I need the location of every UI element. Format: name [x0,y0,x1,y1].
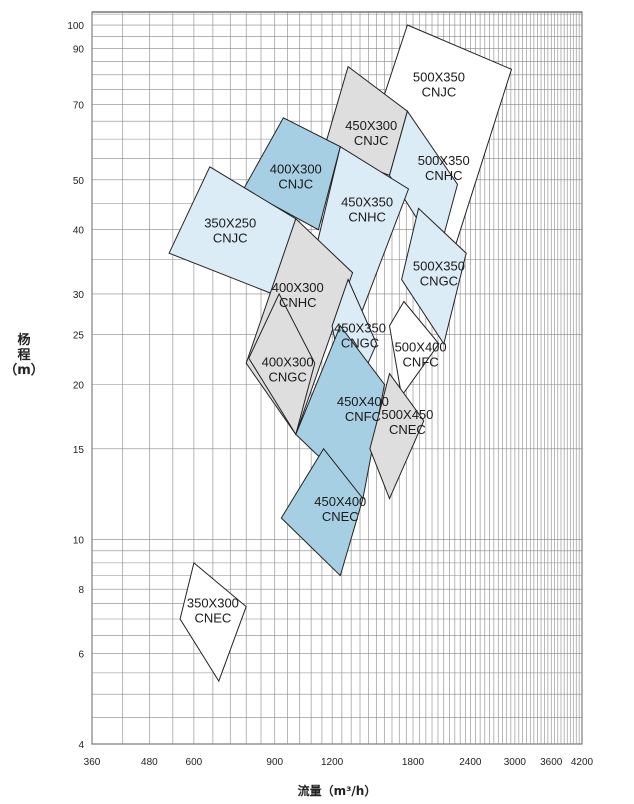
y-tick-label: 20 [73,381,85,392]
y-tick-label: 90 [73,45,85,56]
zone-label-400x300-cngc: 400X300 CNGC [262,354,314,384]
zone-label-400x300-cnhc: 400X300 CNHC [272,280,324,310]
zone-label-400x300-cnjc: 400X300 CNJC [270,161,322,191]
zone-label-450x300-cnjc: 450X300 CNJC [345,118,397,148]
y-tick-label: 40 [73,226,85,237]
x-tick-label: 2400 [459,757,482,768]
y-axis-title-part: （m） [4,362,44,378]
zone-350x300-cnec [179,562,247,683]
x-tick-label: 600 [186,757,203,768]
zone-450x400-cnec [280,447,364,577]
zone-label-450x400-cnfc: 450X400 CNFC [337,394,389,424]
x-tick-label: 360 [84,757,101,768]
y-tick-label: 4 [78,740,84,751]
y-tick-label: 8 [78,585,84,596]
zone-label-500x350-cngc: 500X350 CNGC [413,259,465,289]
y-tick-label: 6 [78,649,84,660]
y-tick-label: 15 [73,445,85,456]
zone-label-350x300-cnec: 350X300 CNEC [187,596,239,626]
zone-label-500x450-cnec: 500X450 CNEC [381,407,433,437]
x-axis-title: 流量（m³/h） [298,783,377,798]
y-tick-label: 70 [73,101,85,112]
x-tick-label: 4200 [571,757,594,768]
y-tick-label: 25 [73,331,85,342]
zone-label-450x350-cngc: 450X350 CNGC [334,321,386,351]
x-tick-label: 1200 [321,757,344,768]
x-tick-label: 3000 [504,757,527,768]
y-tick-label: 50 [73,176,85,187]
y-axis-title-part: 杨 [17,332,30,348]
y-tick-label: 10 [73,535,85,546]
zone-label-500x350-cnjc: 500X350 CNJC [413,69,465,99]
axis-ticks: 360 480 600 900 1200 1800 2400 3000 3600 4200 4 6 8 1… [67,21,593,768]
zone-label-500x350-cnhc: 500X350 CNHC [418,153,470,183]
y-axis-title-part: 程 [17,348,30,363]
zone-500x450-cnec [369,372,425,500]
y-tick-label: 30 [73,290,85,301]
zone-label-450x350-cnhc: 450X350 CNHC [341,194,393,224]
x-tick-label: 480 [141,757,158,768]
zone-label-350x250-cnjc: 350X250 CNJC [204,216,256,246]
x-tick-label: 900 [266,757,283,768]
x-tick-label: 1800 [402,757,425,768]
zone-500x350-cngc [401,207,467,346]
zone-label-500x400-cnfc: 500X400 CNFC [395,339,447,369]
y-tick-label: 100 [67,21,84,32]
zones: 500X350 CNJC 450X300 CNJC 500X350 CNHC 400X300… [168,24,513,683]
y-axis-title: 杨程（m） [4,332,44,378]
x-tick-label: 3600 [540,757,563,768]
zone-label-450x400-cnec: 450X400 CNEC [314,494,366,524]
